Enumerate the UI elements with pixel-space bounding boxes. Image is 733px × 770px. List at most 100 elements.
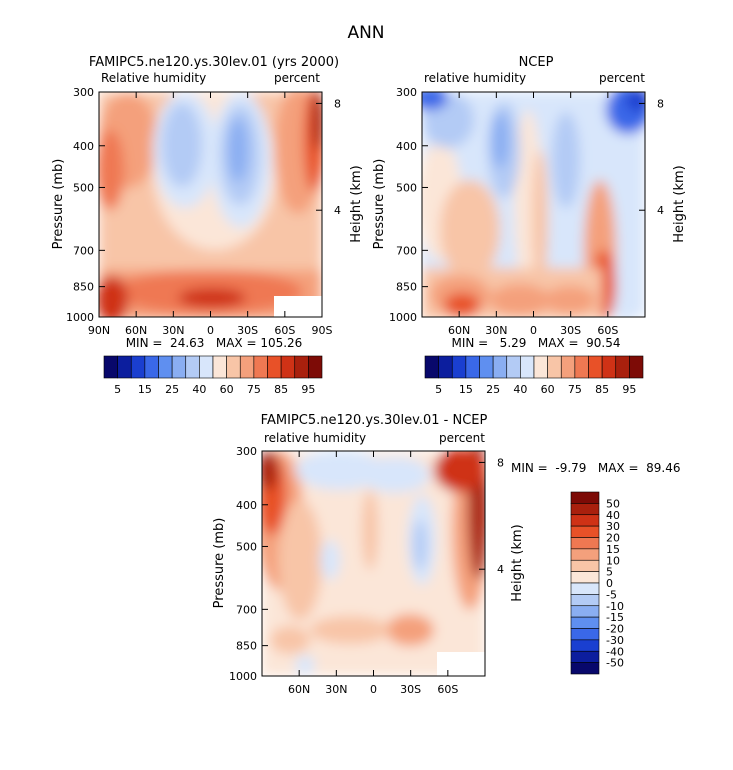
colorbar-box (308, 355, 323, 379)
panel-ncep-left-label: relative humidity (424, 71, 526, 85)
colorbar-label: 60 (541, 383, 555, 396)
colorbar-box (267, 355, 282, 379)
colorbar-box (158, 355, 173, 379)
panel-model-colorbar: 5 15 25 40 60 75 85 95 (103, 355, 323, 396)
colorbar-box (570, 537, 600, 550)
colorbar-box (280, 355, 296, 379)
panel-diff: FAMIPC5.ne120.ys.30lev.01 - NCEP relativ… (212, 413, 681, 696)
colorbar-box (560, 355, 576, 379)
colorbar-box (103, 355, 118, 379)
y-tick-label: 400 (236, 499, 257, 512)
colorbar-label: 15 (138, 383, 152, 396)
panel-model-missing-region (274, 296, 322, 317)
y-tick-label: 300 (396, 86, 417, 99)
y-tick-label: 400 (396, 140, 417, 153)
colorbar-label: 75 (247, 383, 261, 396)
x-tick-label: 90S (312, 324, 333, 337)
colorbar-label: 85 (274, 383, 288, 396)
x-tick-label: 90N (88, 324, 110, 337)
colorbar-label: 15 (606, 543, 620, 556)
colorbar-label: 60 (220, 383, 234, 396)
panel-diff-field (262, 451, 485, 676)
panel-ncep: NCEP relative humidity percent (372, 55, 687, 396)
colorbar-box (533, 355, 548, 379)
colorbar-box (185, 355, 200, 379)
colorbar-box (629, 355, 644, 379)
colorbar-label: -50 (606, 657, 624, 670)
panel-diff-missing-region (437, 652, 485, 676)
colorbar-label: 5 (606, 566, 613, 579)
y-tick-label: 850 (236, 640, 257, 653)
colorbar-box (588, 355, 603, 379)
colorbar-box (570, 594, 600, 607)
colorbar-label: -20 (606, 623, 624, 636)
panel-ncep-colorbar: 5 15 25 40 60 75 85 95 (424, 355, 644, 396)
x-tick-label: 60S (597, 324, 618, 337)
y-tick-label: 300 (236, 445, 257, 458)
colorbar-label: 5 (114, 383, 121, 396)
colorbar-box (615, 355, 630, 379)
panel-model-title: FAMIPC5.ne120.ys.30lev.01 (yrs 2000) (89, 55, 339, 70)
y-tick-label: 300 (73, 86, 94, 99)
colorbar-label: 40 (192, 383, 206, 396)
colorbar-box (479, 355, 494, 379)
panel-ncep-field (422, 92, 645, 317)
colorbar-box (117, 355, 132, 379)
colorbar-label: 75 (568, 383, 582, 396)
colorbar-label: 5 (435, 383, 442, 396)
colorbar-box (253, 355, 268, 379)
colorbar-label: 95 (622, 383, 636, 396)
colorbar-box (570, 503, 600, 516)
colorbar-label: 10 (606, 554, 620, 567)
colorbar-box (520, 355, 535, 379)
height-tick-label: 8 (334, 97, 341, 110)
x-tick-label: 30S (560, 324, 581, 337)
panel-ncep-ylabel: Pressure (mb) (372, 159, 387, 250)
colorbar-box (144, 355, 159, 379)
colorbar-box (570, 650, 600, 663)
height-tick-label: 8 (497, 456, 504, 469)
colorbar-box (226, 355, 241, 379)
colorbar-label: -5 (606, 588, 617, 601)
colorbar-box (601, 355, 617, 379)
colorbar-box (171, 355, 187, 379)
colorbar-box (451, 355, 467, 379)
panel-ncep-title: NCEP (519, 55, 554, 70)
panel-model-ylabel: Pressure (mb) (51, 159, 66, 250)
x-tick-label: 60N (125, 324, 147, 337)
panel-diff-left-label: relative humidity (264, 431, 366, 445)
colorbar-label: 25 (486, 383, 500, 396)
panel-diff-stats: MIN = -9.79 MAX = 89.46 (511, 461, 681, 475)
panel-diff-ylabel: Pressure (mb) (212, 518, 227, 609)
colorbar-box (130, 355, 146, 379)
x-tick-label: 60S (437, 683, 458, 696)
height-tick-label: 4 (497, 563, 504, 576)
colorbar-label: 95 (301, 383, 315, 396)
x-tick-label: 30N (485, 324, 507, 337)
colorbar-box (570, 491, 600, 504)
panel-model-right-label: percent (274, 71, 320, 85)
colorbar-box (570, 514, 600, 527)
x-tick-label: 30S (237, 324, 258, 337)
x-tick-label: 60S (274, 324, 295, 337)
y-tick-label: 500 (396, 181, 417, 194)
colorbar-label: 15 (459, 383, 473, 396)
y-tick-label: 700 (236, 603, 257, 616)
colorbar-label: -15 (606, 611, 624, 624)
panel-diff-ylabel-right: Height (km) (510, 524, 525, 601)
colorbar-box (570, 605, 600, 618)
panel-model-ylabel-right: Height (km) (349, 165, 364, 242)
height-tick-label: 8 (657, 97, 664, 110)
x-tick-label: 30N (325, 683, 347, 696)
colorbar-label: 0 (606, 577, 613, 590)
panel-diff-title: FAMIPC5.ne120.ys.30lev.01 - NCEP (261, 413, 488, 428)
y-tick-label: 1000 (229, 670, 257, 683)
x-tick-label: 60N (288, 683, 310, 696)
colorbar-box (506, 355, 521, 379)
panel-ncep-ylabel-right: Height (km) (672, 165, 687, 242)
colorbar-label: 20 (606, 532, 620, 545)
colorbar-box (438, 355, 453, 379)
panel-model-field (99, 92, 322, 317)
